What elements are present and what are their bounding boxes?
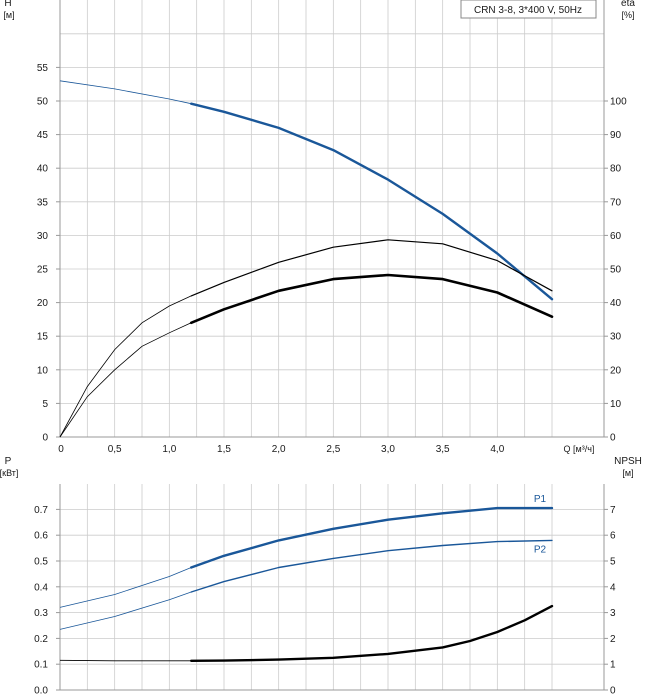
x-tick-label: 0: [58, 444, 64, 455]
series-line-operating: [190, 102, 554, 301]
series-line-thin: [59, 80, 192, 105]
series-line-thin: [59, 567, 192, 608]
left-tick-label: 0.3: [34, 608, 48, 619]
left-axis-title: P: [5, 456, 12, 467]
series-label: P1: [534, 494, 547, 505]
left-tick-label: 55: [37, 63, 49, 74]
series-line-operating: [190, 506, 554, 569]
left-tick-label: 30: [37, 231, 49, 242]
left-tick-label: 0.7: [34, 505, 48, 516]
x-tick-label: 3,5: [436, 444, 450, 455]
right-tick-label: 2: [610, 634, 616, 645]
x-tick-label: 2,0: [272, 444, 286, 455]
right-tick-label: 70: [610, 197, 622, 208]
left-tick-label: 0.6: [34, 531, 48, 542]
right-tick-label: 10: [610, 399, 622, 410]
x-tick-label: 4,0: [490, 444, 504, 455]
x-tick-label: 0,5: [108, 444, 122, 455]
right-axis-title: NPSH: [614, 456, 642, 467]
left-tick-label: 15: [37, 332, 49, 343]
right-tick-label: 5: [610, 557, 616, 568]
left-tick-label: 0.4: [34, 582, 48, 593]
series-label: P2: [534, 544, 547, 555]
right-axis-unit: [%]: [621, 10, 634, 20]
left-axis-unit: [кВт]: [0, 468, 18, 478]
series-line-thin: [59, 322, 192, 438]
right-tick-label: 40: [610, 298, 622, 309]
series-line-thin: [59, 295, 192, 438]
left-tick-label: 45: [37, 130, 49, 141]
left-axis-title: H: [4, 0, 11, 9]
right-tick-label: 90: [610, 130, 622, 141]
right-tick-label: 30: [610, 332, 622, 343]
right-tick-label: 80: [610, 164, 622, 175]
right-tick-label: 0: [610, 433, 616, 444]
x-axis-title: Q [м³/ч]: [564, 444, 595, 454]
right-tick-label: 6: [610, 531, 616, 542]
right-tick-label: 3: [610, 608, 616, 619]
left-axis-unit: [м]: [3, 10, 14, 20]
right-tick-label: 1: [610, 660, 616, 671]
right-tick-label: 7: [610, 505, 616, 516]
x-tick-label: 1,5: [217, 444, 231, 455]
left-tick-label: 40: [37, 164, 49, 175]
right-tick-label: 20: [610, 365, 622, 376]
series-line-thin: [59, 591, 192, 630]
right-axis-unit: [м]: [622, 468, 633, 478]
left-tick-label: 0.1: [34, 660, 48, 671]
left-tick-label: 0.5: [34, 557, 48, 568]
x-tick-label: 2,5: [326, 444, 340, 455]
left-tick-label: 25: [37, 265, 49, 276]
title-box: [460, 0, 597, 19]
series-line-operating: [190, 539, 553, 593]
left-tick-label: 0.0: [34, 686, 48, 697]
left-tick-label: 0: [42, 433, 48, 444]
series-line-operating: [190, 604, 554, 662]
left-tick-label: 0.2: [34, 634, 48, 645]
chart-title: CRN 3-8, 3*400 V, 50Hz: [474, 5, 582, 16]
left-tick-label: 20: [37, 298, 49, 309]
x-tick-label: 1,0: [162, 444, 176, 455]
left-tick-label: 10: [37, 365, 49, 376]
left-tick-label: 50: [37, 97, 49, 108]
x-tick-label: 3,0: [381, 444, 395, 455]
series-line-operating: [190, 239, 553, 297]
right-tick-label: 4: [610, 582, 616, 593]
left-tick-label: 35: [37, 197, 49, 208]
right-tick-label: 60: [610, 231, 622, 242]
right-axis-title: eta: [621, 0, 635, 9]
left-tick-label: 5: [42, 399, 48, 410]
right-tick-label: 100: [610, 97, 627, 108]
right-tick-label: 50: [610, 265, 622, 276]
right-tick-label: 0: [610, 686, 616, 697]
series-line-operating: [189, 273, 554, 325]
series-line-thin: [59, 659, 192, 662]
